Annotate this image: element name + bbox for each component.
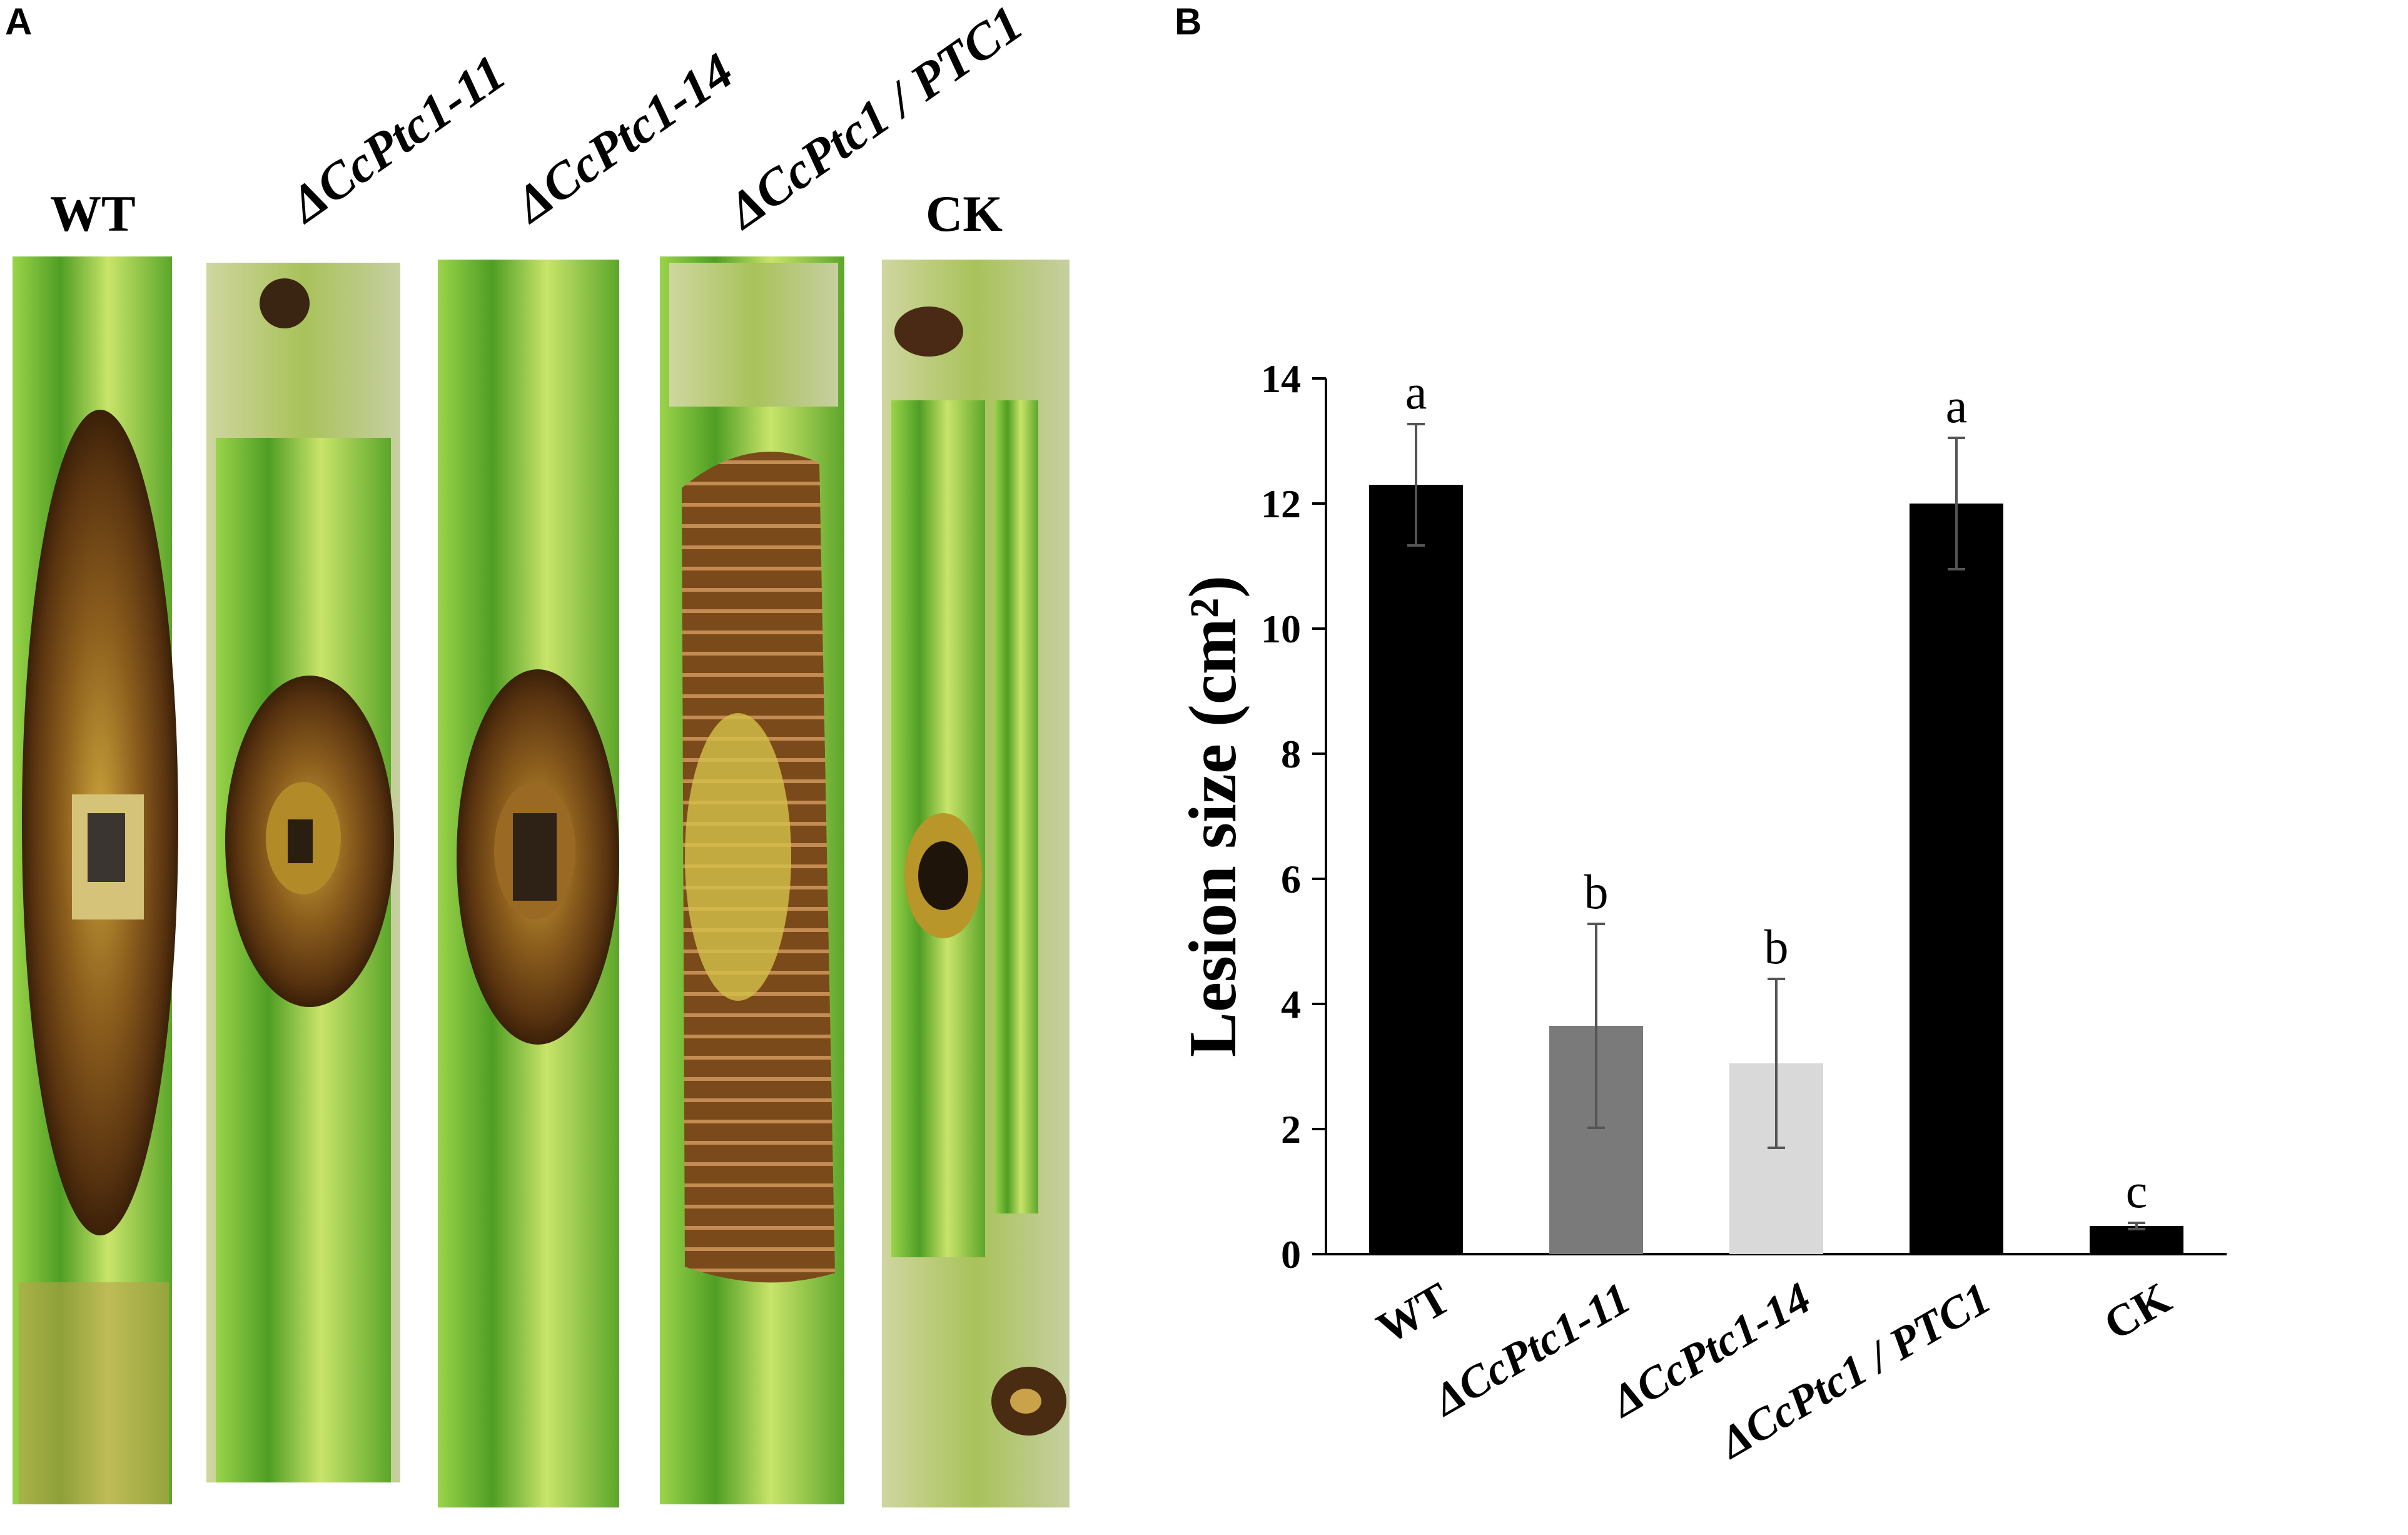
category-label: ΔCcPtc1-11	[1423, 1273, 1639, 1426]
stem-ccptc1-ptc1	[660, 256, 844, 1504]
significance-label: a	[1946, 378, 1968, 433]
significance-label: c	[2126, 1163, 2148, 1218]
photo-label-ck: CK	[926, 185, 1003, 242]
stem-wt	[13, 256, 178, 1504]
bar	[1369, 485, 1463, 1254]
category-label: WT	[1368, 1273, 1459, 1354]
y-tick-label: 12	[1261, 482, 1301, 526]
y-axis-title: Lesion size (cm²)	[1176, 575, 1250, 1057]
category-label: CK	[2095, 1273, 2179, 1350]
significance-label: a	[1405, 365, 1427, 419]
bar	[1910, 504, 2003, 1254]
y-tick-label: 8	[1281, 732, 1301, 776]
y-tick-label: 2	[1281, 1107, 1301, 1152]
bar	[2090, 1226, 2183, 1254]
panel-label-a: A	[5, 1, 33, 43]
stem-ccptc1-14	[438, 260, 619, 1507]
y-tick-label: 14	[1261, 357, 1301, 401]
stem-ck	[882, 260, 1070, 1507]
significance-label: b	[1584, 864, 1609, 919]
y-tick-label: 6	[1281, 857, 1301, 901]
y-tick-label: 4	[1281, 982, 1301, 1026]
y-tick-label: 10	[1261, 607, 1301, 651]
panel-label-b: B	[1175, 1, 1202, 43]
stem-ccptc1-11	[206, 263, 400, 1482]
photo-label-wt: WT	[50, 185, 136, 242]
y-tick-label: 0	[1281, 1232, 1301, 1277]
significance-label: b	[1764, 919, 1789, 974]
